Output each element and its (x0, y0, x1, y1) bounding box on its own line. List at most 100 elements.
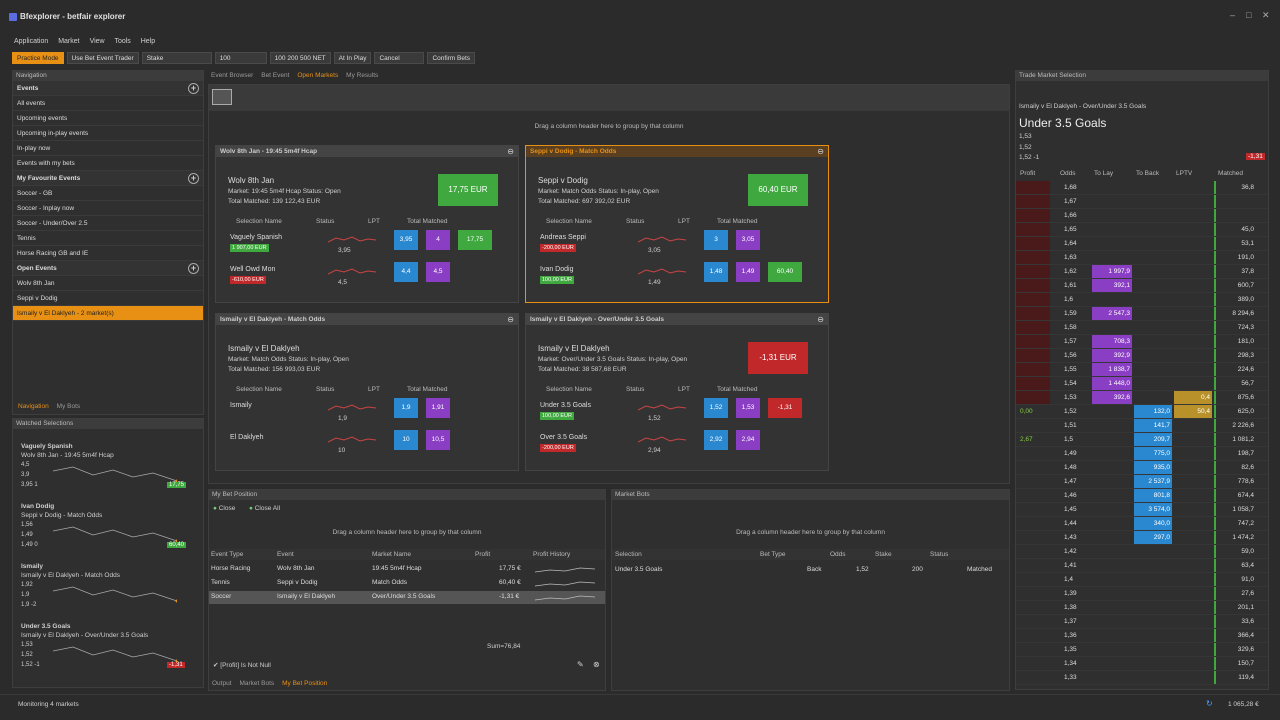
ladder-row[interactable]: 1,53 392,6 0,4 875,6 (1016, 391, 1268, 405)
cashout-button[interactable]: -1,31 (768, 398, 802, 418)
close-icon[interactable]: ✕ (1262, 10, 1270, 20)
back-button[interactable]: 1,52 (704, 398, 728, 418)
col-profit[interactable]: Profit (475, 551, 491, 558)
ladder-row[interactable]: 1,43 297,0 1 474,2 (1016, 531, 1268, 545)
lay-button[interactable]: 1,49 (736, 262, 760, 282)
open-event-item-selected[interactable]: Ismaily v El Daklyeh - 2 market(s) (13, 306, 203, 321)
ladder-row[interactable]: 2,67 1,5 209,7 1 081,2 (1016, 433, 1268, 447)
ladder-row[interactable]: 1,34 150,7 (1016, 657, 1268, 671)
back-button[interactable]: 1,9 (394, 398, 418, 418)
ladder-row[interactable]: 1,54 1 448,0 56,7 (1016, 377, 1268, 391)
col-odds[interactable]: Odds (830, 551, 846, 558)
ladder-row[interactable]: 1,6 389,0 (1016, 293, 1268, 307)
ladder-row[interactable]: 1,42 59,0 (1016, 545, 1268, 559)
ladder-row[interactable]: 1,38 201,1 (1016, 601, 1268, 615)
ladder-row[interactable]: 1,68 36,8 (1016, 181, 1268, 195)
fav-item[interactable]: Soccer - Inplay now (13, 201, 203, 216)
col-event[interactable]: Event (277, 551, 294, 558)
cashout-button[interactable]: 60,40 (768, 262, 802, 282)
ladder-row[interactable]: 1,47 2 537,9 778,6 (1016, 475, 1268, 489)
tab-event-browser[interactable]: Event Browser (211, 72, 254, 79)
collapse-icon[interactable]: ⊖ (817, 147, 824, 156)
back-button[interactable]: 2,92 (704, 430, 728, 450)
ladder-row[interactable]: 1,35 329,6 (1016, 643, 1268, 657)
ladder-row[interactable]: 1,33 119,4 (1016, 671, 1268, 685)
tab-my-bet-position[interactable]: My Bet Position (282, 680, 328, 687)
lay-button[interactable]: 10,5 (426, 430, 450, 450)
collapse-icon[interactable]: ⊖ (507, 147, 514, 156)
quick-stakes[interactable]: 100 200 500 NET (269, 52, 331, 64)
edit-icon[interactable]: ✎ (577, 660, 584, 669)
ladder-row[interactable]: 1,51 141,7 2 226,6 (1016, 419, 1268, 433)
ladder-row[interactable]: 1,55 1 838,7 224,6 (1016, 363, 1268, 377)
fav-item[interactable]: Soccer - Under/Over 2.5 (13, 216, 203, 231)
selection-name[interactable]: Over 3.5 Goals (540, 434, 588, 441)
col-selection[interactable]: Selection (615, 551, 642, 558)
add-icon[interactable]: + (188, 263, 199, 274)
ladder-row[interactable]: 1,67 (1016, 195, 1268, 209)
ladder-row[interactable]: 1,56 392,9 298,3 (1016, 349, 1268, 363)
maximize-icon[interactable]: □ (1246, 10, 1252, 20)
ladder-row[interactable]: 1,64 53,1 (1016, 237, 1268, 251)
stake-select[interactable]: Stake (141, 52, 212, 64)
refresh-icon[interactable]: ↻ (1206, 699, 1213, 708)
tab-my-results[interactable]: My Results (346, 72, 379, 79)
filter-row[interactable]: ✔ [Profit] Is Not Null (213, 662, 271, 669)
tab-open-markets[interactable]: Open Markets (297, 72, 339, 79)
ladder-row[interactable]: 1,49 775,0 198,7 (1016, 447, 1268, 461)
selection-name[interactable]: Under 3.5 Goals (540, 402, 591, 409)
lay-button[interactable]: 3,05 (736, 230, 760, 250)
open-event-item[interactable]: Wolv 8th Jan (13, 276, 203, 291)
tab-navigation[interactable]: Navigation (18, 403, 49, 410)
close-button[interactable]: ● Close (213, 505, 235, 512)
col-status[interactable]: Status (930, 551, 949, 558)
col-profit-history[interactable]: Profit History (533, 551, 571, 558)
back-button[interactable]: 3 (704, 230, 728, 250)
price-ladder[interactable]: 1,68 36,8 1,67 1,66 1,65 45,0 1,64 53,1 … (1016, 181, 1268, 689)
use-bet-event-trader-button[interactable]: Use Bet Event Trader (66, 52, 139, 64)
cancel-select[interactable]: Cancel (374, 52, 425, 64)
position-row[interactable]: Soccer Ismaily v El Daklyeh Over/Under 3… (209, 591, 605, 604)
lay-button[interactable]: 4,5 (426, 262, 450, 282)
selection-name[interactable]: Vaguely Spanish (230, 234, 283, 241)
ladder-row[interactable]: 1,58 724,3 (1016, 321, 1268, 335)
ladder-row[interactable]: 1,57 708,3 181,0 (1016, 335, 1268, 349)
watched-item[interactable]: Under 3.5 Goals Ismaily v El Daklyeh - O… (13, 613, 203, 671)
practice-mode-button[interactable]: Practice Mode (12, 52, 64, 64)
lay-button[interactable]: 1,53 (736, 398, 760, 418)
lay-button[interactable]: 2,94 (736, 430, 760, 450)
selection-name[interactable]: Ismaily (230, 402, 252, 409)
selection-name[interactable]: El Daklyeh (230, 434, 264, 441)
ladder-row[interactable]: 1,48 935,0 82,6 (1016, 461, 1268, 475)
selection-name[interactable]: Ivan Dodig (540, 266, 574, 273)
col-stake[interactable]: Stake (875, 551, 892, 558)
ladder-row[interactable]: 1,62 1 997,9 37,8 (1016, 265, 1268, 279)
ladder-row[interactable]: 1,66 (1016, 209, 1268, 223)
position-row[interactable]: Tennis Seppi v Dodig Match Odds 60,40 € (209, 577, 605, 590)
ladder-row[interactable]: 0,00 1,52 132,0 50,4 625,0 (1016, 405, 1268, 419)
back-button[interactable]: 1,48 (704, 262, 728, 282)
ladder-row[interactable]: 1,4 91,0 (1016, 573, 1268, 587)
cashout-button[interactable]: 17,75 (458, 230, 492, 250)
col-bet-type[interactable]: Bet Type (760, 551, 786, 558)
tab-bet-event[interactable]: Bet Event (261, 72, 290, 79)
tab-output[interactable]: Output (212, 680, 232, 687)
watched-item[interactable]: Ivan Dodig Seppi v Dodig - Match Odds 1,… (13, 493, 203, 551)
selection-name[interactable]: Well Owd Mon (230, 266, 276, 273)
add-icon[interactable]: + (188, 173, 199, 184)
nav-item-upcoming[interactable]: Upcoming events (13, 111, 203, 126)
ladder-row[interactable]: 1,61 392,1 600,7 (1016, 279, 1268, 293)
fav-item[interactable]: Tennis (13, 231, 203, 246)
fav-item[interactable]: Horse Racing GB and IE (13, 246, 203, 261)
collapse-icon[interactable]: ⊖ (817, 315, 824, 324)
confirm-bets-button[interactable]: Confirm Bets (427, 52, 476, 64)
lay-button[interactable]: 1,91 (426, 398, 450, 418)
ladder-row[interactable]: 1,36 366,4 (1016, 629, 1268, 643)
watched-item[interactable]: Vaguely Spanish Wolv 8th Jan - 19:45 5m4… (13, 433, 203, 491)
nav-item-my-bets[interactable]: Events with my bets (13, 156, 203, 171)
watched-item[interactable]: Ismaily Ismaily v El Daklyeh - Match Odd… (13, 553, 203, 611)
at-in-play-button[interactable]: At In Play (333, 52, 372, 64)
lay-button[interactable]: 4 (426, 230, 450, 250)
menu-market[interactable]: Market (58, 38, 80, 45)
col-event-type[interactable]: Event Type (211, 551, 244, 558)
